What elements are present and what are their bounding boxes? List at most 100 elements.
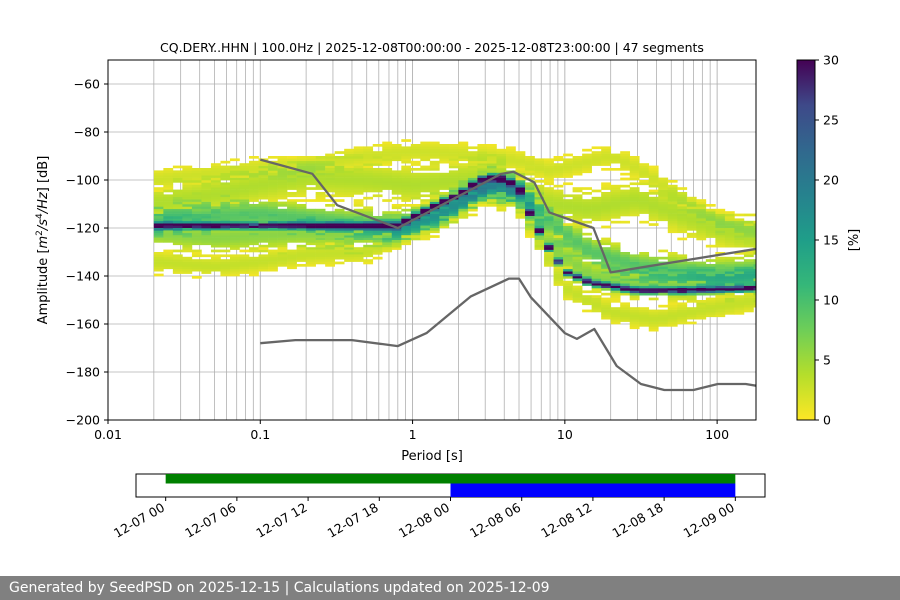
psd-cell <box>163 225 174 229</box>
psd-cell <box>353 232 364 236</box>
psd-cell <box>229 268 240 272</box>
psd-cell <box>249 184 259 188</box>
psd-cell <box>372 170 383 174</box>
psd-cell <box>296 230 307 234</box>
psd-cell <box>172 228 183 231</box>
psd-cell <box>667 192 678 195</box>
psd-cell <box>172 211 183 214</box>
psd-cell <box>306 163 316 166</box>
psd-cell <box>249 273 259 277</box>
psd-cell <box>534 165 545 169</box>
psd-cell <box>458 204 469 207</box>
psd-cell <box>696 208 707 212</box>
psd-cell <box>163 199 174 202</box>
psd-cell <box>277 232 288 236</box>
psd-cell <box>753 297 756 301</box>
psd-cell <box>753 285 756 289</box>
psd-cell <box>344 170 355 174</box>
psd-cell <box>724 240 735 243</box>
psd-cell <box>353 146 364 150</box>
psd-cell <box>544 182 554 186</box>
psd-cell <box>696 316 707 320</box>
psd-cell <box>620 309 631 313</box>
psd-cell <box>553 175 564 178</box>
psd-cell <box>544 204 554 207</box>
psd-cell <box>344 213 355 217</box>
psd-cell <box>268 237 278 241</box>
psd-cell <box>658 304 669 308</box>
psd-cell <box>496 165 507 169</box>
psd-cell <box>191 268 202 272</box>
psd-cell <box>258 187 269 190</box>
psd-cell <box>344 244 355 248</box>
psd-cell <box>420 144 431 147</box>
psd-cell <box>420 168 431 171</box>
psd-cell <box>525 163 535 166</box>
psd-cell <box>344 237 355 241</box>
psd-cell <box>753 249 756 253</box>
psd-cell <box>496 177 507 181</box>
psd-cell <box>325 172 335 176</box>
psd-cell <box>515 153 526 157</box>
psd-cell <box>172 254 183 258</box>
psd-cell <box>629 288 640 291</box>
psd-cell <box>306 259 316 262</box>
psd-cell <box>486 184 497 188</box>
psd-cell <box>249 218 259 222</box>
x-tick-label: 100 <box>705 427 729 442</box>
psd-cell <box>182 235 193 238</box>
psd-cell <box>715 259 726 262</box>
psd-cell <box>686 292 697 296</box>
psd-cell <box>743 276 754 279</box>
psd-cell <box>601 199 611 202</box>
psd-cell <box>610 259 621 262</box>
psd-cell <box>277 249 288 253</box>
psd-cell <box>572 168 583 171</box>
psd-cell <box>249 242 259 246</box>
psd-cell <box>572 218 583 222</box>
psd-cell <box>563 194 573 198</box>
psd-cell <box>410 204 421 207</box>
psd-cell <box>210 184 221 188</box>
psd-cell <box>401 237 412 241</box>
psd-cell <box>582 192 592 195</box>
psd-cell <box>639 206 650 210</box>
psd-cell <box>249 259 259 262</box>
psd-cell <box>591 153 602 157</box>
psd-cell <box>277 172 288 176</box>
psd-cell <box>353 201 364 205</box>
psd-cell <box>553 271 564 274</box>
psd-cell <box>620 160 631 164</box>
psd-cell <box>258 184 269 188</box>
psd-cell <box>382 199 393 202</box>
psd-cell <box>544 256 554 260</box>
psd-cell <box>229 216 240 219</box>
psd-cell <box>591 288 602 291</box>
psd-cell <box>620 252 631 255</box>
psd-cell <box>658 196 669 200</box>
psd-cell <box>325 240 335 243</box>
psd-cell <box>363 168 374 171</box>
psd-cell <box>249 271 259 274</box>
psd-cell <box>496 187 507 190</box>
psd-cell <box>572 201 583 205</box>
psd-cell <box>639 288 650 291</box>
psd-cell <box>296 254 307 258</box>
psd-cell <box>353 230 364 234</box>
psd-cell <box>277 240 288 243</box>
psd-cell <box>667 297 678 301</box>
psd-cell <box>420 220 431 224</box>
psd-cell <box>201 266 212 270</box>
psd-cell <box>182 172 193 176</box>
psd-cell <box>353 165 364 169</box>
psd-cell <box>201 240 212 243</box>
psd-cell <box>201 261 212 265</box>
psd-cell <box>287 235 297 238</box>
psd-cell <box>629 168 640 171</box>
psd-cell <box>182 218 193 222</box>
psd-cell <box>525 199 535 202</box>
psd-cell <box>201 208 212 212</box>
psd-cell <box>296 216 307 219</box>
psd-cell <box>382 148 393 152</box>
psd-cell <box>496 170 507 174</box>
